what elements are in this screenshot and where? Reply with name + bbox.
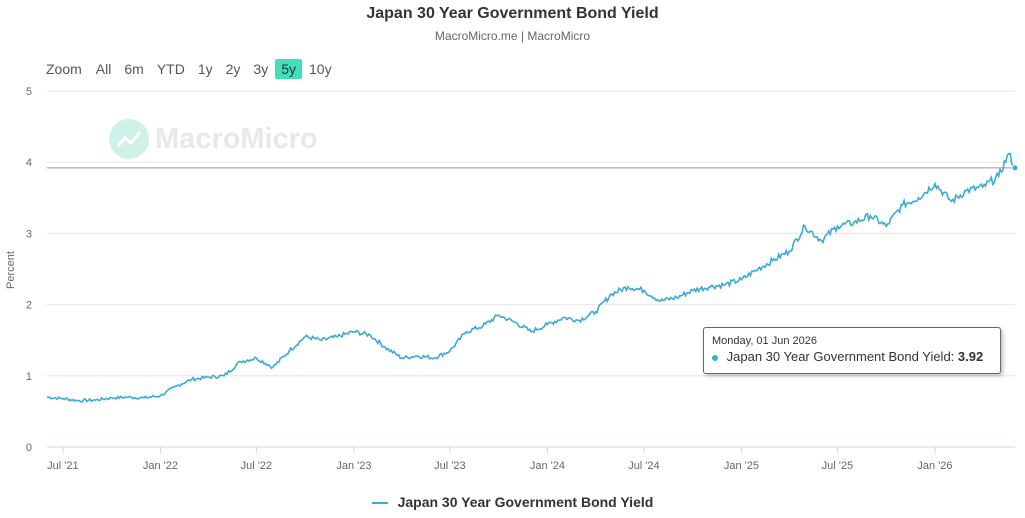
x-tick-label: Jul '23: [434, 460, 465, 472]
y-tick-label: 5: [26, 86, 32, 98]
zoom-ytd-button[interactable]: YTD: [156, 61, 185, 77]
y-tick-label: 0: [26, 442, 32, 454]
zoom-label: Zoom: [46, 61, 82, 77]
series-line: [46, 152, 1016, 403]
tooltip-line: Japan 30 Year Government Bond Yield: 3.9…: [712, 349, 983, 364]
y-tick-label: 3: [26, 228, 32, 240]
x-tick-label: Jul '25: [822, 460, 853, 472]
zoom-10y-button[interactable]: 10y: [309, 61, 332, 77]
y-axis-title: Percent: [5, 251, 17, 289]
chart-title: Japan 30 Year Government Bond Yield: [366, 5, 659, 22]
x-tick-label: Jan '25: [724, 460, 759, 472]
grid-lines: [47, 90, 1015, 448]
x-tick-label: Jul '22: [241, 460, 272, 472]
zoom-all-button[interactable]: All: [95, 61, 112, 77]
y-tick-label: 2: [26, 300, 32, 312]
x-tick-label: Jan '23: [336, 460, 371, 472]
macromicro-logo-icon: [109, 119, 149, 159]
y-tick-label: 4: [26, 157, 32, 169]
watermark-logo: MacroMicro: [109, 119, 318, 159]
y-tick-label: 1: [26, 371, 32, 383]
chart-subtitle: MacroMicro.me | MacroMicro: [434, 29, 591, 43]
legend-label: Japan 30 Year Government Bond Yield: [397, 494, 654, 510]
zoom-bar: Zoom All 6m YTD 1y 2y 3y 5y 10y: [46, 58, 339, 80]
zoom-5y-button[interactable]: 5y: [275, 59, 302, 79]
x-tick-label: Jan '22: [143, 460, 178, 472]
y-axis: 0 1 2 3 4 5: [26, 86, 32, 454]
x-tick-label: Jan '24: [530, 460, 565, 472]
legend-swatch-icon: [371, 502, 388, 505]
tooltip: Monday, 01 Jun 2026 Japan 30 Year Govern…: [703, 327, 1001, 374]
tooltip-value: 3.92: [957, 349, 984, 364]
watermark-text: MacroMicro: [155, 122, 318, 155]
x-tick-label: Jul '21: [47, 460, 78, 472]
tooltip-date: Monday, 01 Jun 2026: [712, 335, 817, 347]
hover-point: [1011, 164, 1019, 172]
tooltip-series-name: Japan 30 Year Government Bond Yield:: [726, 349, 955, 364]
x-tick-label: Jan '26: [917, 460, 952, 472]
zoom-3y-button[interactable]: 3y: [253, 61, 269, 77]
series-dot-icon: [712, 354, 718, 361]
zoom-2y-button[interactable]: 2y: [225, 61, 241, 77]
zoom-1y-button[interactable]: 1y: [197, 61, 213, 77]
x-axis: Jul '21 Jan '22 Jul '22 Jan '23 Jul '23 Jan '…: [47, 446, 1015, 472]
zoom-6m-button[interactable]: 6m: [124, 61, 144, 77]
legend-item[interactable]: Japan 30 Year Government Bond Yield: [0, 494, 1025, 510]
x-tick-label: Jul '24: [628, 460, 659, 472]
